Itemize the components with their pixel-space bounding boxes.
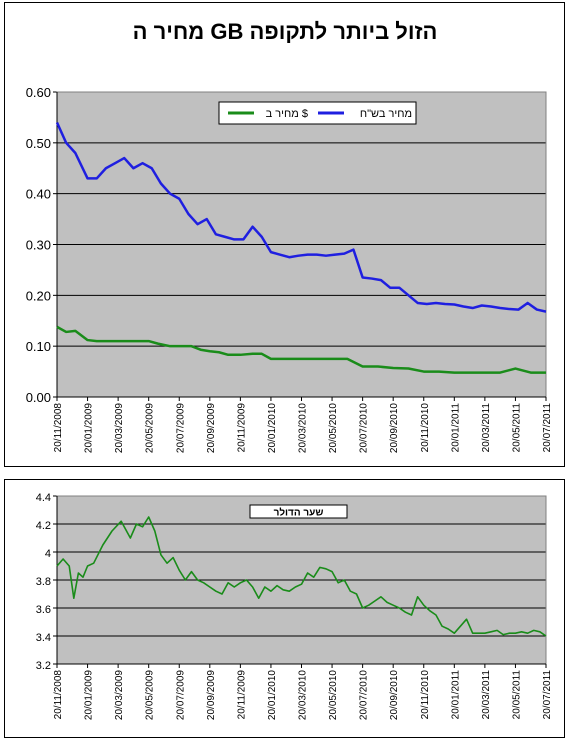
y-tick-label: 3.8: [36, 576, 51, 588]
price-chart-panel: מחיר ה GB הזול ביותר לתקופה 0.00 0.10 0.20 0…: [4, 2, 565, 467]
y-tick-label: 0.00: [26, 390, 51, 405]
dollar-rate-chart-panel: 3.2 3.4 3.6 3.8 4 4.2 4.4 20/11/2008 20/01/2009 2…: [4, 479, 565, 738]
legend-label: שער הדולר: [274, 507, 324, 519]
x-tick-label: 20/09/2010: [389, 403, 400, 453]
x-tick-label: 20/01/2011: [450, 403, 461, 453]
price-chart: מחיר ה GB הזול ביותר לתקופה 0.00 0.10 0.20 0…: [26, 19, 553, 453]
x-tick-label: 20/11/2009: [236, 403, 247, 453]
x-tick-label: 20/01/2010: [267, 403, 278, 453]
x-tick-label: 20/01/2011: [450, 670, 461, 720]
x-tick-label: 20/05/2010: [328, 670, 339, 720]
x-tick-label: 20/03/2010: [298, 670, 309, 720]
x-tick-label: 20/11/2009: [236, 670, 247, 720]
y-tick-label: 3.2: [36, 660, 51, 672]
y-tick-label: 0.10: [26, 339, 51, 354]
x-tick-label: 20/11/2008: [53, 403, 64, 453]
x-tick-label: 20/03/2009: [114, 403, 125, 453]
legend-label: מחיר ב $: [266, 108, 308, 120]
x-tick-label: 20/11/2010: [420, 403, 431, 453]
x-tick-label: 20/01/2010: [267, 670, 278, 720]
y-tick-label: 0.60: [26, 85, 51, 100]
x-tick-label: 20/05/2009: [145, 403, 156, 453]
x-tick-label: 20/11/2010: [420, 670, 431, 720]
legend: מחיר בש"ח מחיר ב $: [218, 101, 417, 125]
x-tick-label: 20/05/2009: [145, 670, 156, 720]
x-tick-label: 20/07/2010: [359, 670, 370, 720]
y-tick-label: 0.20: [26, 288, 51, 303]
x-tick-label: 20/01/2009: [84, 403, 95, 453]
x-tick-label: 20/01/2009: [84, 670, 95, 720]
x-tick-label: 20/07/2011: [542, 403, 553, 453]
y-tick-label: 0.40: [26, 187, 51, 202]
legend-box: [218, 101, 417, 125]
x-tick-label: 20/03/2011: [481, 403, 492, 453]
x-tick-label: 20/07/2009: [175, 403, 186, 453]
x-tick-label: 20/05/2011: [511, 403, 522, 453]
chart-title: מחיר ה GB הזול ביותר לתקופה: [133, 19, 438, 44]
x-tick-label: 20/05/2011: [511, 670, 522, 720]
y-tick-label: 4.4: [36, 492, 51, 504]
legend-label: מחיר בש"ח: [360, 108, 412, 120]
x-tick-label: 20/09/2009: [206, 670, 217, 720]
series-line-1: [56, 516, 547, 637]
series-line-2: [56, 325, 546, 374]
x-tick-label: 20/07/2010: [359, 403, 370, 453]
y-tick-label: 4: [45, 548, 51, 560]
dollar-rate-chart: 3.2 3.4 3.6 3.8 4 4.2 4.4 20/11/2008 20/01/2009 2…: [36, 492, 553, 720]
y-tick-label: 4.2: [36, 520, 51, 532]
y-tick-label: 0.50: [26, 136, 51, 151]
x-tick-label: 20/07/2011: [542, 670, 553, 720]
x-tick-label: 20/07/2009: [175, 670, 186, 720]
series-line-1: [55, 121, 547, 313]
x-tick-label: 20/09/2010: [389, 670, 400, 720]
x-tick-label: 20/09/2009: [206, 403, 217, 453]
y-tick-label: 3.6: [36, 604, 51, 616]
legend: שער הדולר: [249, 504, 348, 519]
x-tick-label: 20/03/2009: [114, 670, 125, 720]
x-tick-label: 20/11/2008: [53, 670, 64, 720]
y-tick-label: 0.30: [26, 238, 51, 253]
y-tick-label: 3.4: [36, 632, 51, 644]
legend-box: [249, 504, 348, 519]
x-tick-label: 20/03/2011: [481, 670, 492, 720]
x-tick-label: 20/03/2010: [298, 403, 309, 453]
x-tick-label: 20/05/2010: [328, 403, 339, 453]
